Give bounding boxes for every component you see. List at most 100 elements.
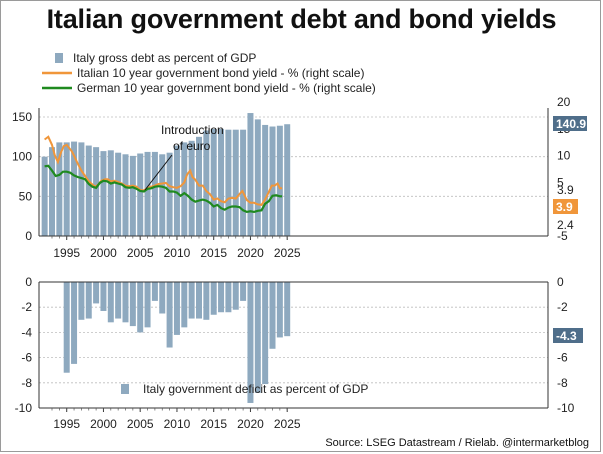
top-x-tick: 2005 [127, 246, 154, 260]
debt-bar [284, 124, 291, 236]
top-x-tick: 2020 [237, 246, 264, 260]
debt-bar [115, 152, 122, 236]
top-y-right-tick: 10 [557, 149, 571, 163]
top-y-right-tick: 20 [557, 95, 571, 109]
deficit-bar [159, 282, 166, 314]
debt-bar [225, 129, 232, 236]
deficit-bar [137, 282, 144, 333]
deficit-bar [63, 282, 70, 373]
top-panel-ticks: 050100150-505101520199520002005201020152… [12, 95, 571, 260]
deficit-bar [115, 282, 122, 319]
deficit-bar [225, 282, 232, 313]
bottom-y-left-tick: 0 [25, 275, 32, 289]
debt-bar [71, 141, 78, 236]
deficit-bar [181, 282, 188, 328]
debt-bar [188, 140, 195, 236]
debt-bar [100, 151, 107, 236]
bottom-x-tick: 2025 [274, 417, 301, 431]
badge-deficit-bg [553, 328, 583, 343]
debt-bar [166, 152, 173, 236]
top-x-tick: 2010 [164, 246, 191, 260]
badge-yield-value: 3.9 [556, 200, 573, 214]
debt-bar [232, 129, 239, 236]
legend-swatch-deficit [121, 384, 129, 394]
debt-bar [210, 128, 217, 236]
deficit-bar [100, 282, 107, 311]
deficit-bar [276, 282, 283, 338]
bottom-y-left-tick: -6 [21, 351, 32, 365]
legend-label-italy: Italian 10 year government bond yield - … [77, 66, 364, 80]
euro-annotation: Introduction of euro [144, 123, 224, 191]
debt-bar [247, 113, 254, 236]
deficit-bar [232, 282, 239, 310]
deficit-bar [151, 282, 158, 301]
deficit-bar [269, 282, 276, 349]
source-note: Source: LSEG Datastream / Rielab. @inter… [325, 437, 589, 449]
deficit-bar [188, 282, 195, 319]
deficit-bar [85, 282, 92, 319]
legend-label-debt: Italy gross debt as percent of GDP [73, 51, 256, 65]
legend-label-deficit: Italy government deficit as percent of G… [143, 382, 368, 396]
bottom-y-right-tick: -2 [557, 300, 568, 314]
right-marker-italy: 3.9 [557, 183, 574, 197]
debt-bar [173, 145, 180, 236]
chart-title: Italian government debt and bond yields [46, 4, 557, 34]
deficit-bar [196, 282, 202, 319]
deficit-bar [78, 282, 85, 320]
debt-bar [144, 151, 151, 236]
top-x-tick: 2000 [90, 246, 117, 260]
top-y-left-tick: 50 [19, 189, 33, 203]
deficit-bar [210, 282, 217, 315]
badge-debt: 140.9 [553, 116, 587, 131]
deficit-bar [173, 282, 180, 335]
badge-debt-value: 140.9 [556, 117, 586, 131]
debt-bar [151, 151, 158, 236]
deficit-bar [203, 282, 210, 320]
deficit-bar [247, 282, 254, 403]
bottom-y-left-tick: -8 [21, 376, 32, 390]
top-y-right-tick: 5 [557, 175, 564, 189]
debt-bar [129, 155, 136, 236]
deficit-bar [284, 282, 291, 337]
bottom-panel-axes [38, 281, 549, 409]
german-yield-line [44, 164, 283, 214]
italy-yield-line [44, 135, 283, 206]
bottom-y-left-tick: -2 [21, 300, 32, 314]
deficit-bar [122, 282, 129, 323]
debt-bar [49, 147, 55, 236]
debt-bar [93, 147, 100, 236]
bottom-y-left-tick: -10 [15, 401, 33, 415]
top-x-tick: 2015 [200, 246, 227, 260]
bottom-y-right-tick: -6 [557, 351, 568, 365]
bottom-y-right-tick: -10 [557, 401, 575, 415]
deficit-bar [254, 282, 261, 393]
debt-bar [78, 142, 85, 236]
debt-bar [107, 150, 114, 236]
debt-bar [276, 125, 283, 236]
bottom-y-right-tick: 0 [557, 275, 564, 289]
right-marker-german: 2.4 [557, 218, 574, 232]
badge-yield-bg [553, 199, 578, 214]
badge-deficit-value: -4.3 [556, 329, 577, 343]
annotation-line-1: Introduction [161, 123, 224, 137]
deficit-bar [129, 282, 136, 327]
bottom-y-left-tick: -4 [21, 325, 32, 339]
legend-label-german: German 10 year government bond yield - %… [77, 81, 376, 95]
top-x-tick: 2025 [274, 246, 301, 260]
bottom-x-tick: 2020 [237, 417, 264, 431]
debt-bar [269, 126, 276, 236]
deficit-bar [166, 282, 173, 348]
debt-bar [240, 129, 247, 236]
debt-bar [181, 142, 188, 236]
bottom-legend: Italy government deficit as percent of G… [121, 382, 368, 396]
debt-bar [41, 156, 48, 236]
annotation-arrow [144, 154, 173, 191]
debt-bar [262, 124, 269, 236]
bottom-panel-ticks: -10-10-8-8-6-6-4-4-2-2001995200020052010… [15, 275, 575, 431]
deficit-bar [218, 282, 225, 313]
top-y-left-tick: 100 [12, 150, 32, 164]
bottom-x-tick: 2010 [164, 417, 191, 431]
top-y-left-tick: 0 [25, 229, 32, 243]
